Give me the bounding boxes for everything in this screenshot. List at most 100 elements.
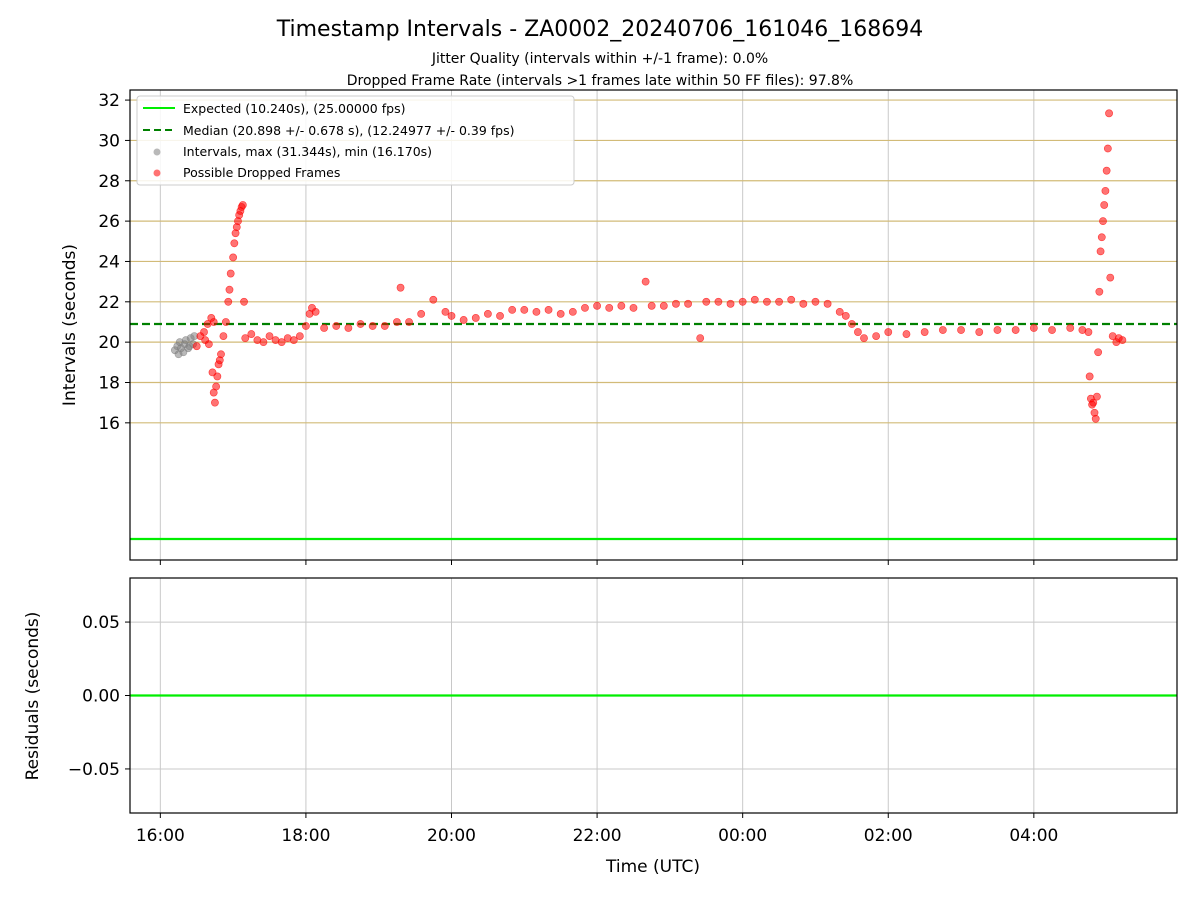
dropped-frame-point: [483, 310, 492, 318]
dropped-frame-point: [1085, 372, 1094, 381]
dropped-frame-point: [787, 295, 796, 304]
dropped-frame-point: [975, 328, 984, 336]
x-tick-label: 04:00: [1009, 826, 1058, 846]
intervals-plot-frame: [129, 89, 1178, 561]
dropped-frame-point: [854, 328, 862, 336]
intervals-points: [170, 109, 1127, 423]
dropped-frame-point: [920, 328, 929, 336]
residuals-y-tick-label: −0.05: [68, 760, 120, 780]
x-tick-label: 00:00: [718, 826, 767, 846]
dropped-frame-point: [311, 307, 320, 316]
dropped-frame-point: [1106, 273, 1115, 282]
residuals-plot-frame: [129, 577, 1178, 814]
intervals-y-tick-label: 20: [98, 333, 120, 353]
dropped-frame-point: [396, 283, 405, 292]
dropped-frame-point: [1099, 217, 1107, 226]
dropped-frame-point: [241, 334, 250, 343]
dropped-frame-point: [556, 310, 565, 318]
dropped-frame-point: [1118, 336, 1127, 345]
dropped-frame-point: [332, 322, 341, 330]
dropped-frame-point: [265, 332, 274, 340]
dropped-frame-point: [841, 312, 850, 320]
dropped-frame-point: [1066, 324, 1075, 332]
dropped-frame-point: [629, 303, 638, 312]
intervals-y-tick-label: 30: [98, 131, 120, 151]
dropped-frame-point: [201, 336, 210, 345]
intervals-y-tick-label: 24: [98, 252, 120, 272]
residuals-y-tick-label: 0.00: [82, 687, 120, 707]
dropped-frame-point: [405, 318, 413, 326]
dropped-frame-point: [1096, 247, 1105, 256]
legend-intervals-label: Intervals, max (31.344s), min (16.170s): [183, 144, 432, 159]
dropped-frame-point: [229, 253, 238, 262]
dropped-frame-point: [993, 326, 1002, 334]
intervals-y-tick-label: 26: [98, 212, 120, 232]
dropped-frame-point: [714, 297, 723, 306]
dropped-frame-point: [835, 307, 844, 316]
dropped-frame-point: [544, 305, 553, 314]
dropped-frame-point: [617, 301, 626, 310]
dropped-frame-point: [1029, 324, 1038, 332]
dropped-frame-point: [295, 332, 304, 340]
legend-dropped-label: Possible Dropped Frames: [183, 165, 340, 180]
dropped-frame-point: [872, 332, 881, 340]
dropped-frame-point: [696, 334, 705, 343]
dropped-frame-point: [219, 332, 228, 340]
dropped-frame-point: [213, 372, 222, 381]
dropped-frame-point: [259, 338, 268, 347]
dropped-frame-point: [238, 201, 247, 209]
residuals-plot: 16:00 18:00 20:00 22:00 00:00 02:00 04:00 0.05 0…: [23, 577, 1178, 877]
dropped-frame-point: [902, 330, 911, 338]
dropped-frame-point: [641, 277, 650, 286]
dropped-frame-point: [429, 295, 438, 304]
dropped-frame-point: [212, 382, 221, 391]
dropped-frame-point: [441, 307, 450, 316]
intervals-y-tick-label: 28: [98, 172, 120, 192]
dropped-frame-point: [520, 305, 529, 314]
dropped-frame-point: [672, 299, 680, 308]
legend-dropped-marker: [153, 169, 161, 177]
legend-expected-label: Expected (10.240s), (25.00000 fps): [183, 101, 405, 116]
dropped-frame-point: [1103, 144, 1112, 153]
dropped-frame-point: [230, 239, 239, 248]
dropped-frame-point: [447, 312, 456, 320]
x-tick-label: 22:00: [573, 826, 622, 846]
x-axis-label: Time (UTC): [605, 857, 700, 877]
dropped-frame-point: [320, 324, 329, 332]
intervals-reference-lines: [130, 322, 1177, 541]
dropped-frame-point: [1105, 109, 1113, 118]
dropped-frame-point: [1102, 166, 1111, 175]
dropped-frame-point: [508, 305, 517, 314]
dropped-frame-point: [496, 312, 504, 320]
dropped-frame-point: [1095, 287, 1104, 296]
dropped-frame-point: [1100, 201, 1109, 209]
dropped-frame-point: [581, 303, 589, 312]
dropped-frame-point: [1094, 348, 1103, 357]
dropped-frame-point: [224, 297, 233, 306]
dropped-frame-point: [1048, 326, 1056, 334]
intervals-ticks: 16 18 20 22 24 26 28 30 32: [98, 91, 1035, 565]
chart-subtitle-jitter: Jitter Quality (intervals within +/-1 fr…: [431, 51, 768, 67]
dropped-frame-point: [211, 398, 219, 407]
legend-median-label: Median (20.898 +/- 0.678 s), (12.24977 +…: [183, 123, 514, 138]
dropped-frame-point: [225, 285, 234, 294]
intervals-y-tick-label: 22: [98, 293, 120, 313]
dropped-frame-point: [811, 297, 820, 306]
intervals-y-tick-label: 18: [98, 373, 120, 393]
dropped-frame-point: [368, 322, 377, 330]
residuals-y-axis-label: Residuals (seconds): [23, 612, 43, 781]
dropped-frame-point: [532, 307, 541, 316]
dropped-frame-point: [200, 328, 208, 336]
dropped-frame-point: [209, 318, 218, 326]
dropped-frame-point: [647, 301, 656, 310]
legend-box: [136, 95, 575, 186]
residuals-ticks: 16:00 18:00 20:00 22:00 00:00 02:00 04:00 0.05 0…: [68, 613, 1058, 846]
residuals-y-tick-label: 0.05: [82, 613, 120, 633]
dropped-frame-point: [799, 299, 808, 308]
dropped-frame-point: [593, 301, 601, 310]
dropped-frame-point: [247, 330, 256, 338]
dropped-frame-point: [763, 297, 771, 306]
dropped-frame-point: [750, 295, 759, 304]
dropped-frame-point: [1097, 233, 1106, 242]
intervals-plot: 16 18 20 22 24 26 28 30 32 Intervals (seconds) E…: [60, 89, 1178, 565]
